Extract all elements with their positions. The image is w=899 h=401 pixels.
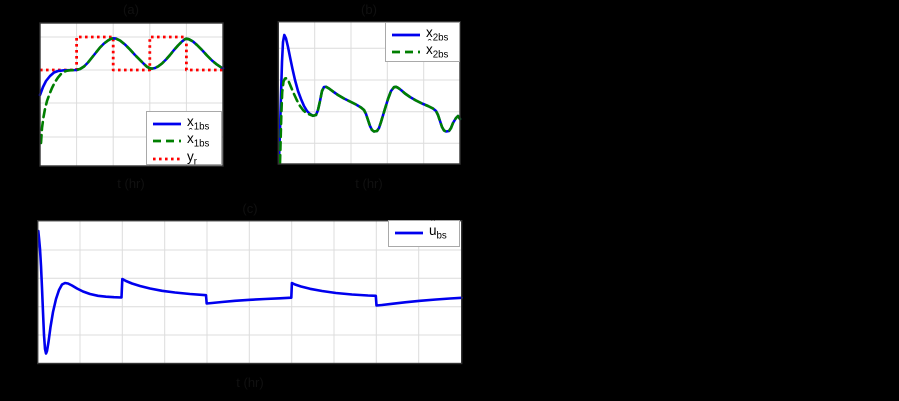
series-u_hat_bs [37, 229, 463, 355]
legend-entry: x1bs [153, 115, 215, 132]
solid-line-sample-icon [153, 122, 181, 126]
series-x_hat_2bs [278, 76, 462, 165]
legend-entry: x2bs [392, 26, 453, 43]
solid-line-sample-icon [392, 33, 420, 37]
legend-label: x1bs [187, 114, 210, 133]
legend-label: x2bs [426, 25, 449, 44]
panel-a-title: (a) [123, 2, 139, 17]
panel-a-plot [38, 22, 225, 167]
legend-label: x ˆ 1bs [187, 126, 210, 151]
panel-a-xlabel: t (hr) [117, 176, 145, 191]
legend-entry: u ˆ bs [395, 218, 453, 242]
legend-label: x ˆ 2bs [426, 37, 449, 62]
panel-c-title: (c) [242, 201, 258, 216]
legend-entry: x ˆ 2bs [392, 37, 453, 62]
legend-label: yr [187, 148, 197, 168]
hat-accent: ˆ [188, 126, 193, 139]
dashed-line-sample-icon [153, 139, 181, 143]
panel-b-xlabel: t (hr) [355, 176, 383, 191]
dotted-line-sample-icon [153, 157, 181, 160]
solid-line-sample-icon [395, 231, 423, 235]
panel-c-xlabel: t (hr) [236, 375, 264, 390]
legend-a: x1bs x ˆ 1bs yr [146, 111, 222, 168]
axes-border [37, 219, 463, 365]
legend-entry: yr [153, 148, 215, 168]
hat-accent: ˆ [427, 37, 432, 50]
legend-c: u ˆ bs [388, 218, 460, 247]
dashed-line-sample-icon [392, 50, 420, 54]
series-x_hat_1bs [39, 37, 225, 145]
series-y_r [40, 35, 223, 72]
legend-entry: x ˆ 1bs [153, 126, 215, 151]
hat-accent: ˆ [431, 218, 436, 231]
axes-border [277, 21, 461, 165]
axes-border [39, 22, 224, 167]
legend-label: u ˆ bs [429, 218, 447, 242]
legend-b: x2bs x ˆ 2bs [385, 22, 460, 62]
panel-b-title: (b) [361, 2, 377, 17]
